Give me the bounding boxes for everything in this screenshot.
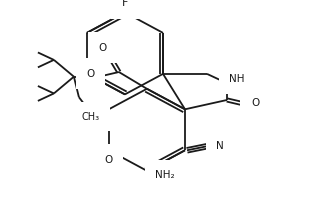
Text: O: O <box>105 155 113 165</box>
Text: O: O <box>99 43 107 53</box>
Text: NH: NH <box>229 74 245 84</box>
Text: O: O <box>251 98 259 108</box>
Text: N: N <box>216 141 224 151</box>
Text: F: F <box>122 0 128 8</box>
Text: NH₂: NH₂ <box>155 171 175 180</box>
Text: O: O <box>87 69 95 79</box>
Text: CH₃: CH₃ <box>82 112 100 122</box>
